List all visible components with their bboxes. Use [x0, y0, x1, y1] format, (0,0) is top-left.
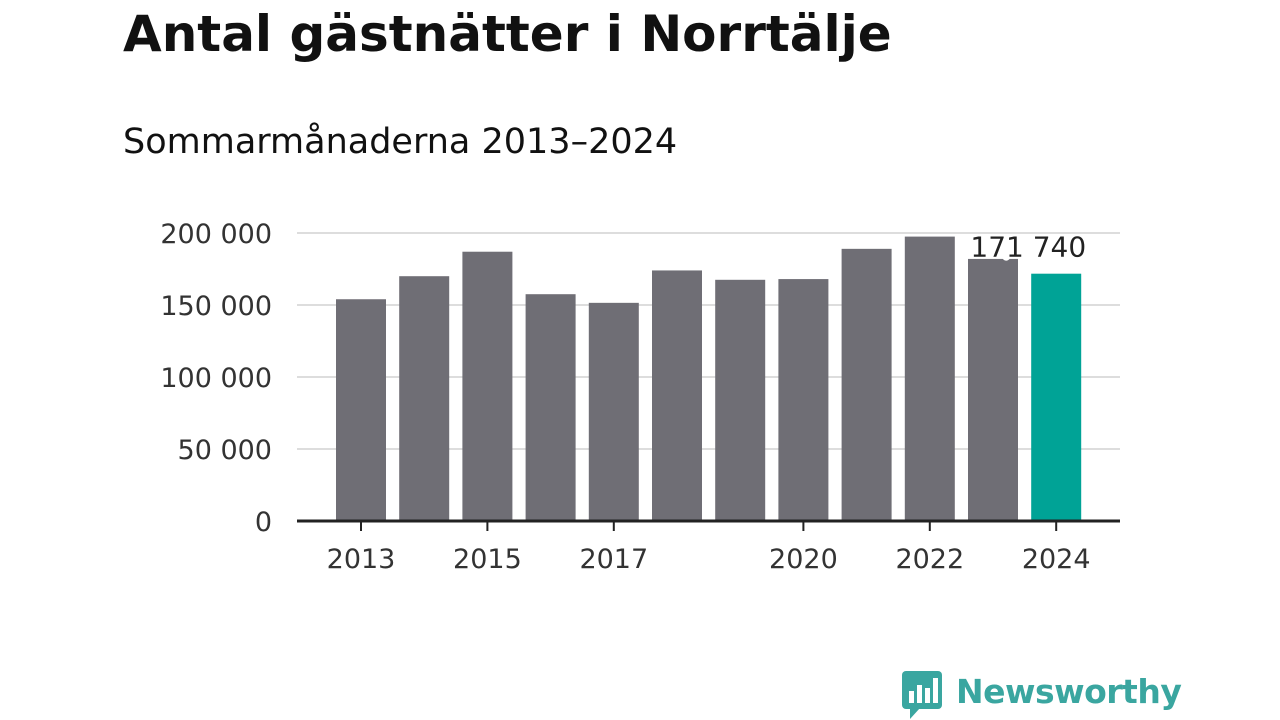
bar-2017: [588, 302, 639, 521]
bar-2019: [715, 279, 766, 521]
bar-2024: [1031, 273, 1082, 521]
x-tick-label: 2017: [579, 544, 648, 575]
bar-2022: [904, 236, 955, 521]
brand-mark: Newsworthy: [901, 670, 1182, 720]
x-tick-label: 2024: [1022, 544, 1091, 575]
y-tick-label: 50 000: [178, 435, 272, 466]
bar-2021: [841, 248, 892, 521]
chart-title: Antal gästnätter i Norrtälje: [123, 5, 892, 63]
annotation-marker: [1002, 252, 1011, 261]
x-tick-label: 2022: [895, 544, 964, 575]
data-label-2024: 171 740: [970, 231, 1086, 264]
y-tick-label: 0: [255, 507, 272, 538]
bar-2023: [968, 258, 1018, 521]
bar-2016: [525, 294, 576, 521]
y-tick-label: 150 000: [160, 291, 272, 322]
bar-2020: [778, 279, 829, 521]
chart-subtitle: Sommarmånaderna 2013–2024: [123, 122, 678, 162]
x-tick-label: 2013: [327, 544, 396, 575]
axes: [297, 519, 1120, 531]
x-tick-label: 2020: [769, 544, 838, 575]
newsworthy-logo-icon: [902, 671, 942, 719]
bar-2015: [462, 251, 513, 521]
brand-name: Newsworthy: [956, 671, 1182, 711]
bar-2013: [336, 299, 386, 521]
y-tick-label: 100 000: [160, 363, 272, 394]
y-tick-label: 200 000: [160, 219, 272, 250]
bars: [336, 236, 1082, 521]
bar-2014: [399, 276, 450, 521]
x-tick-label: 2015: [453, 544, 522, 575]
labels: 0 50 000 100 000 150 000 200 000 2013 2015 2017…: [160, 219, 1090, 575]
bar-2018: [652, 270, 702, 521]
